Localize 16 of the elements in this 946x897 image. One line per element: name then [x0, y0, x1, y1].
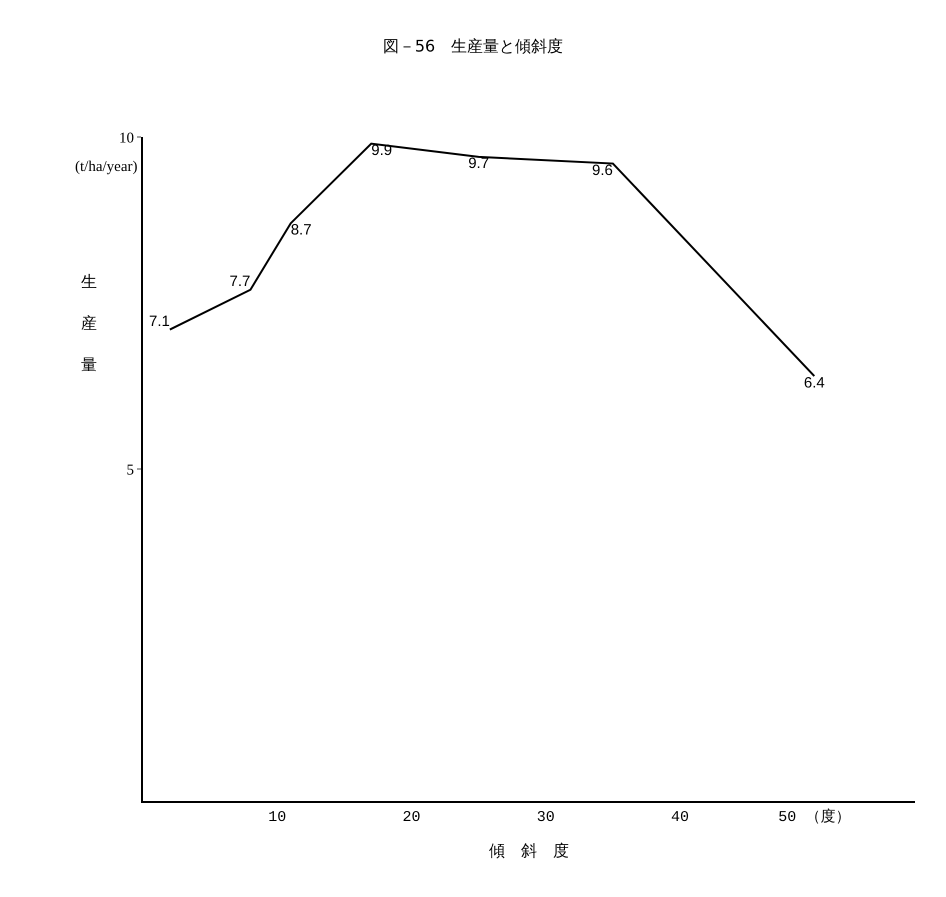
- text: (t/ha/year): [75, 159, 138, 175]
- data-label: 9.6: [592, 162, 613, 179]
- x-tick-label: 50 （度）: [778, 808, 850, 826]
- x-tick-label: 40: [671, 809, 690, 826]
- data-label: 7.7: [230, 272, 250, 290]
- x-tick-label: 30: [536, 809, 555, 826]
- chart-title: 図－56 生産量と傾斜度: [382, 36, 564, 56]
- data-label: 8.7: [290, 222, 312, 239]
- x-tick-label: 20: [402, 809, 421, 826]
- line-series: [168, 142, 816, 378]
- x-axis-title: 傾 斜 度: [489, 841, 569, 860]
- data-label: 6.4: [804, 374, 825, 392]
- x-tick-label: 10: [268, 809, 286, 826]
- text: 生産量: [81, 272, 97, 374]
- data-label: 7.1: [148, 312, 170, 330]
- y-tick-label: 5: [126, 462, 134, 478]
